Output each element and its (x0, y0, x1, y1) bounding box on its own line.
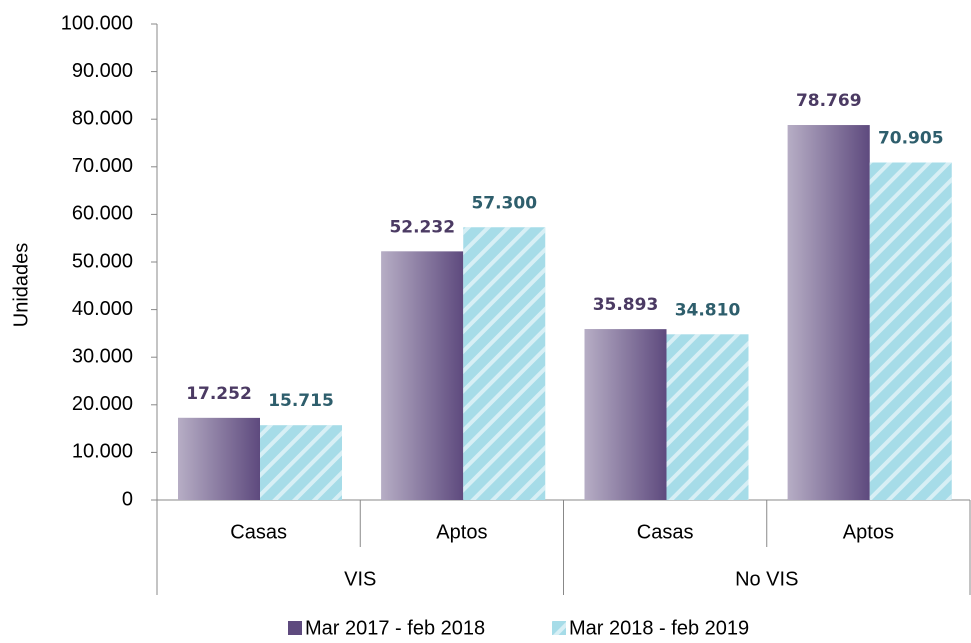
legend-swatch-texture (552, 621, 566, 635)
bar-texture (381, 251, 464, 500)
y-tick-label: 50.000 (72, 250, 133, 272)
legend-swatch (288, 621, 302, 635)
legend-label: Mar 2018 - feb 2019 (569, 617, 749, 639)
data-label: 52.232 (389, 217, 455, 237)
x-tick-label: Aptos (436, 521, 487, 543)
bar-texture (584, 329, 667, 500)
bar-texture (260, 425, 342, 500)
bar-texture (666, 334, 749, 500)
data-label: 78.769 (796, 91, 862, 111)
y-tick-label: 100.000 (61, 12, 133, 34)
data-label: 34.810 (675, 300, 741, 320)
data-label: 57.300 (471, 193, 537, 213)
y-tick-label: 60.000 (72, 203, 133, 225)
x-tick-label: Casas (230, 521, 287, 543)
y-tick-label: 20.000 (72, 393, 133, 415)
y-tick-label: 90.000 (72, 60, 133, 82)
y-tick-label: 80.000 (72, 107, 133, 129)
y-tick-label: 0 (122, 488, 133, 510)
bar-texture (787, 125, 870, 500)
x-group-label: No VIS (735, 568, 798, 590)
x-tick-label: Aptos (843, 521, 894, 543)
data-label: 15.715 (268, 391, 334, 411)
x-tick-label: Casas (637, 521, 694, 543)
bar-texture (463, 227, 546, 500)
x-group-label: VIS (344, 568, 376, 590)
data-label: 17.252 (186, 384, 252, 404)
y-tick-label: 10.000 (72, 441, 133, 463)
y-tick-label: 70.000 (72, 155, 133, 177)
y-tick-label: 40.000 (72, 298, 133, 320)
bar-texture (178, 417, 260, 500)
legend-label: Mar 2017 - feb 2018 (305, 617, 485, 639)
data-label: 70.905 (878, 128, 944, 148)
data-label: 35.893 (593, 295, 659, 315)
y-axis-label: Unidades (10, 243, 32, 328)
bar-texture (869, 162, 952, 501)
y-tick-label: 30.000 (72, 345, 133, 367)
